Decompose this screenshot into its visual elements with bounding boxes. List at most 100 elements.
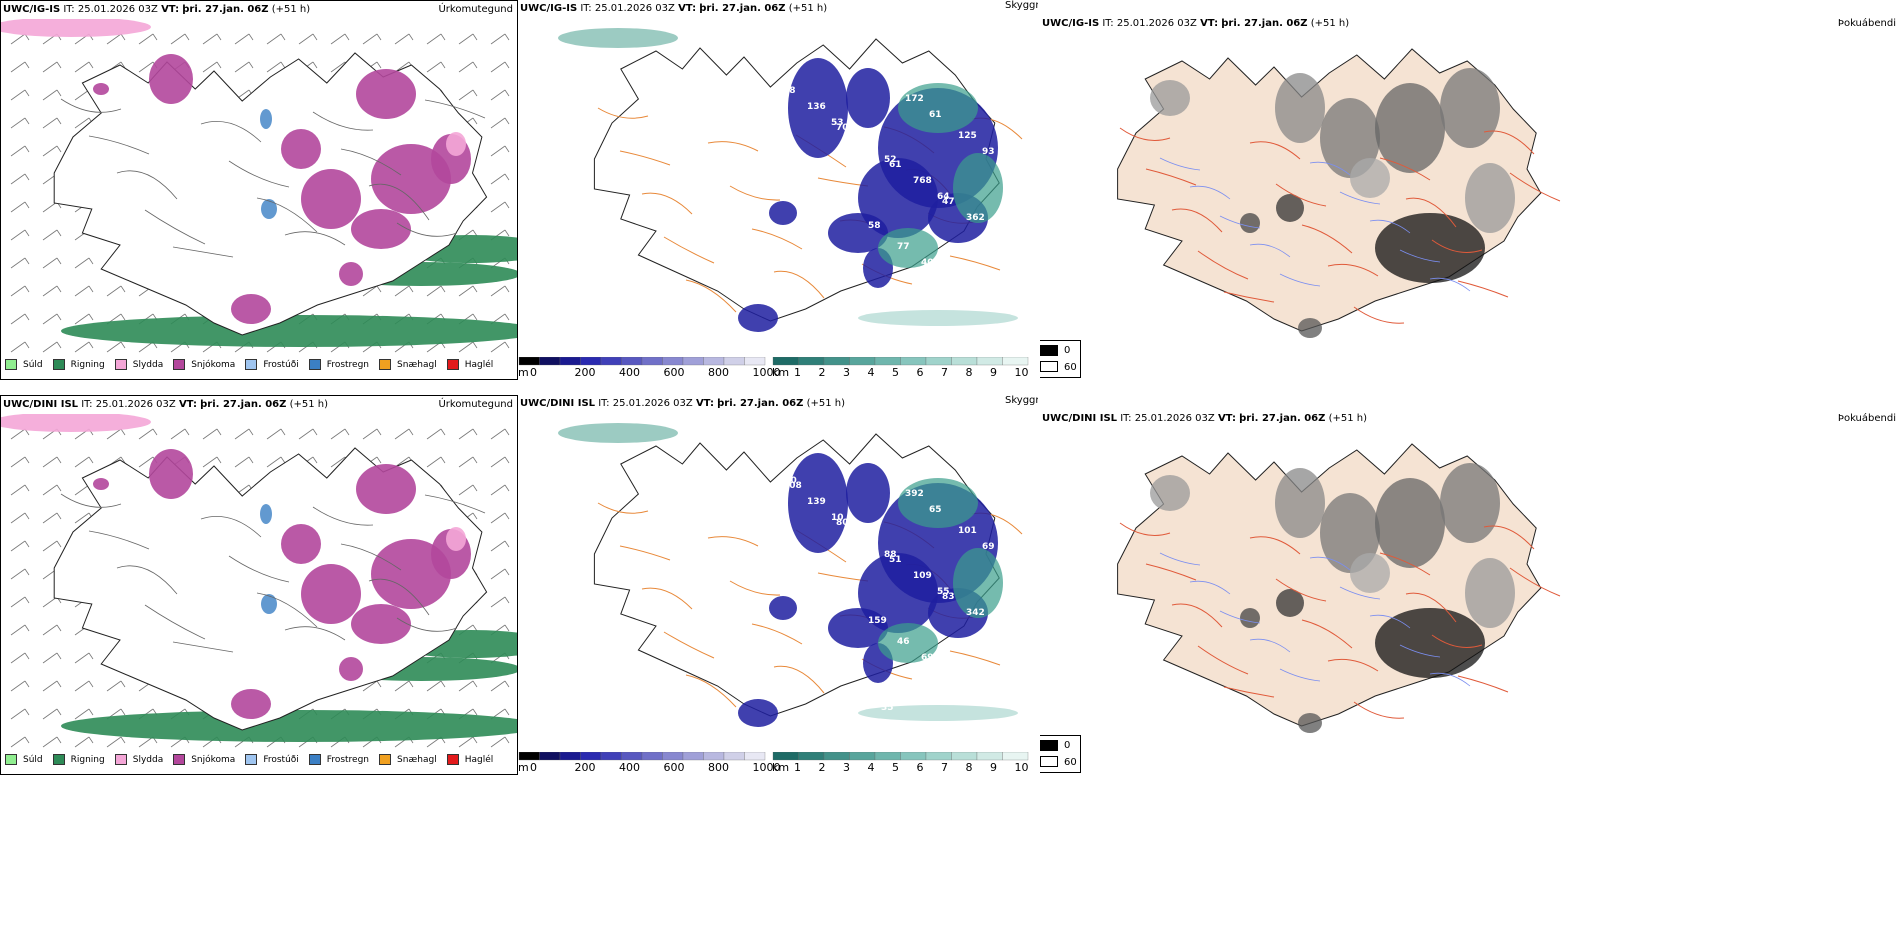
panel-title: UWC/IG-IS IT: 25.01.2026 03Z VT: þri. 27…: [520, 3, 827, 14]
cloud-base-label: 58: [868, 221, 881, 231]
wind-barb: [10, 596, 30, 608]
wind-barb: [10, 540, 30, 552]
road: [707, 536, 759, 547]
snow-area: [339, 657, 363, 681]
road: [619, 545, 671, 561]
visibility-map: 220 10 88 55 57 81 85 65 69 93 159 69 179 139 123 109 34…: [558, 423, 1023, 727]
legend-item: Snæhagl: [379, 359, 437, 370]
legend-item: Snjókoma: [173, 754, 235, 765]
contour-line: [368, 578, 430, 616]
legend-swatch: [52, 754, 65, 765]
colorbar-bin: [1002, 357, 1029, 366]
legend-label: Snæhagl: [397, 754, 437, 765]
cloud-base-label: 306: [852, 287, 871, 297]
snow-area: [231, 294, 271, 324]
legend-swatch: [52, 359, 65, 370]
fog-area: [1240, 608, 1260, 628]
colorbar-bin: [539, 752, 561, 761]
cloud-base-label: 126: [974, 295, 993, 305]
wind-barb: [458, 484, 478, 496]
fog-legend-0: 0: [1064, 345, 1071, 356]
wind-barb: [10, 428, 30, 440]
cloud-base-label: 96: [815, 184, 828, 194]
road: [1275, 183, 1327, 207]
cloud-base-label: 122: [995, 629, 1014, 639]
colorbar-tick: 6: [916, 366, 924, 379]
snow-area: [351, 209, 411, 249]
wind-barb: [266, 456, 286, 468]
colorbar-bin: [600, 357, 622, 366]
colorbar-tick: 4: [867, 366, 875, 379]
contour-line: [256, 197, 318, 233]
cloud-base-label: 228: [876, 303, 895, 313]
legend-item: Slydda: [114, 754, 163, 765]
colorbar-unit: km: [772, 761, 790, 774]
legend-label: Súld: [23, 359, 43, 370]
road: [1197, 645, 1249, 675]
road: [1145, 168, 1197, 186]
valid-time: þri. 27.jan. 06Z: [1239, 413, 1326, 424]
wind-barb: [138, 33, 158, 45]
colorbar-tick: 600: [663, 761, 685, 774]
cloud-base-area: [769, 201, 797, 225]
colorbar-tick: 8: [965, 761, 973, 774]
fog-area: [1440, 68, 1500, 148]
fog-area: [1150, 475, 1190, 511]
colorbar-bin: [682, 357, 704, 366]
legend-swatch: [245, 359, 258, 370]
lead-time: (+51 h): [271, 4, 311, 15]
wind-barb: [42, 624, 62, 636]
wind-barb: [266, 428, 286, 440]
precip-legend: Súld Rigning Slydda Snjókoma Frostúði Frostre…: [5, 359, 503, 370]
road: [773, 665, 825, 694]
colorbar-tick: 9: [990, 761, 997, 774]
cloud-base-label: 93: [982, 147, 995, 157]
model-name: UWC/DINI ISL: [1042, 413, 1118, 424]
fog-area: [1320, 98, 1380, 178]
colorbar-tick: 10: [1014, 366, 1029, 379]
wind-barb: [490, 117, 510, 129]
cloud-base-label: 139: [807, 497, 826, 507]
panel-title: UWC/IG-IS IT: 25.01.2026 03Z VT: þri. 27…: [1042, 18, 1349, 29]
cloud-base-area: [788, 58, 848, 158]
low-vis-area: [878, 228, 938, 268]
river: [1429, 277, 1471, 292]
valid-time: þri. 27.jan. 06Z: [717, 398, 804, 409]
contour-line: [284, 231, 346, 246]
colorbar-tick: 4: [867, 761, 875, 774]
contour-line: [88, 135, 150, 155]
colorbar-tick: 800: [708, 366, 729, 379]
init-time: 25.01.2026 03Z: [1116, 18, 1197, 29]
snow-area: [281, 524, 321, 564]
wind-barb: [74, 285, 94, 297]
wind-barb: [458, 680, 478, 692]
colorbar-bin: [682, 752, 704, 761]
colorbar-bin: [580, 357, 602, 366]
road: [949, 650, 1001, 666]
road: [597, 502, 649, 514]
wind-barb: [74, 680, 94, 692]
colorbar-tick: 400: [619, 761, 640, 774]
colorbar-bin: [662, 357, 684, 366]
colorbar-bin: [798, 752, 825, 761]
wind-barb: [10, 680, 30, 692]
road: [1483, 130, 1535, 155]
wind-barb: [362, 33, 382, 45]
legend-swatch: [446, 754, 459, 765]
cloud-base-label: 179: [974, 690, 993, 700]
freezing-rain-area: [261, 594, 277, 614]
fog-swatch-60: [1040, 361, 1058, 372]
lead-time: (+51 h): [289, 399, 329, 410]
colorbar-bin: [1002, 752, 1029, 761]
road: [685, 674, 737, 708]
cloud-base-label: 93: [815, 579, 828, 589]
init-time: 25.01.2026 03Z: [612, 398, 693, 409]
panel-title: UWC/DINI ISL IT: 25.01.2026 03Z VT: þri.…: [520, 398, 845, 409]
colorbar-tick: 5: [892, 366, 899, 379]
contour-line: [256, 592, 318, 628]
snow-area: [356, 464, 416, 514]
road: [1405, 197, 1457, 228]
cloud-base-label: 77: [897, 242, 910, 252]
cloud-base-colorbar: m 0 200 400 600 800 1000: [518, 357, 781, 379]
rain-area: [61, 315, 517, 347]
